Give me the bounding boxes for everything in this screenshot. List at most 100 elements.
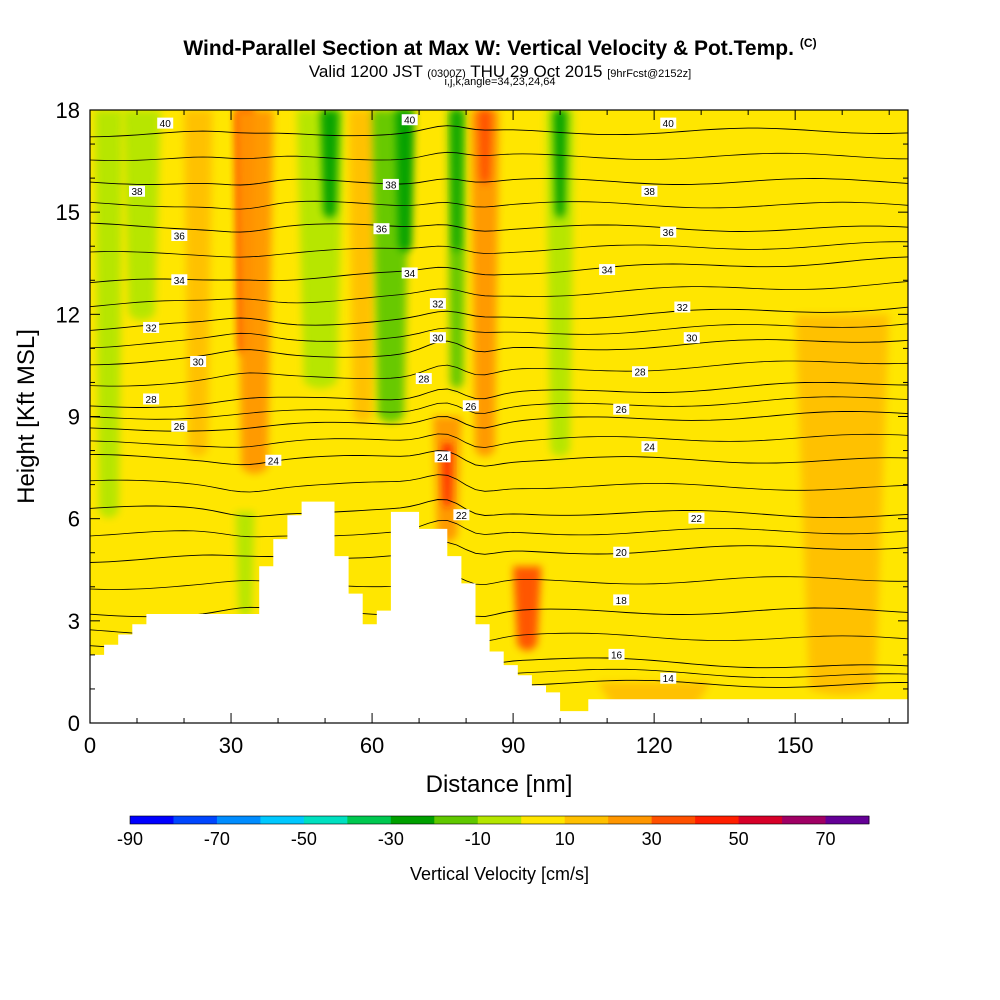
isentrope-40 xyxy=(90,125,908,138)
isentrope-label-bg xyxy=(129,185,146,197)
colorbar-label: Vertical Velocity [cm/s] xyxy=(410,864,589,884)
isentrope-label-bg xyxy=(429,298,446,310)
isentrope-label-2: 40 xyxy=(660,117,677,130)
isentrope-label-text: 30 xyxy=(193,358,205,369)
isentrope-22 xyxy=(90,499,908,519)
chart-title: Wind-Parallel Section at Max W: Vertical… xyxy=(0,36,1000,61)
valid-date: THU 29 Oct 2015 xyxy=(470,62,603,81)
isentrope-label-31: 16 xyxy=(608,648,625,661)
y-tick-label: 0 xyxy=(68,711,80,736)
y-tick-label: 9 xyxy=(68,405,80,430)
isentrope-28 xyxy=(90,381,908,408)
y-tick-label: 6 xyxy=(68,507,80,532)
isentrope-34 xyxy=(90,256,908,284)
isentrope-label-text: 36 xyxy=(376,225,388,236)
isentrope-label-text: 30 xyxy=(686,334,698,345)
isentrope-label-bg xyxy=(434,451,451,463)
isentrope-minor-8 xyxy=(90,323,908,349)
valid-time: Valid 1200 JST xyxy=(308,62,423,81)
isentrope-label-text: 28 xyxy=(146,395,158,406)
isentrope-label-bg xyxy=(373,223,390,235)
isentrope-label-10: 34 xyxy=(401,267,418,280)
isentrope-label-text: 28 xyxy=(418,375,430,386)
isentrope-label-0: 40 xyxy=(157,117,174,130)
isentrope-label-29: 20 xyxy=(613,546,630,559)
isentrope-label-bg xyxy=(171,420,188,432)
colorbar-tick-label: -50 xyxy=(291,829,317,849)
isentrope-24 xyxy=(90,450,908,467)
terrain-mask xyxy=(90,501,908,723)
colorbar-bin xyxy=(434,816,479,824)
colorbar-bin xyxy=(695,816,740,824)
isentrope-label-text: 40 xyxy=(160,119,172,130)
x-tick-label: 30 xyxy=(219,733,243,758)
isentrope-label-3: 38 xyxy=(129,185,146,198)
isentrope-label-24: 24 xyxy=(265,454,282,467)
isentrope-label-9: 34 xyxy=(171,274,188,287)
colorbar-bin xyxy=(347,816,392,824)
colorbar-bin xyxy=(564,816,609,824)
velocity-cell-1 xyxy=(122,110,161,321)
isentrope-label-28: 22 xyxy=(688,512,705,525)
isentrope-label-13: 32 xyxy=(429,298,446,311)
x-tick-label: 90 xyxy=(501,733,525,758)
isentrope-label-bg xyxy=(660,672,677,684)
isentrope-18 xyxy=(90,605,908,618)
colorbar-bin xyxy=(521,816,566,824)
isentrope-20 xyxy=(90,541,908,563)
isentrope-label-text: 38 xyxy=(385,180,397,191)
isentrope-label-22: 26 xyxy=(462,400,479,413)
colorbar-bin xyxy=(608,816,653,824)
vertical-velocity-field xyxy=(94,110,890,716)
isentrope-label-text: 30 xyxy=(432,334,444,345)
isentrope-label-bg xyxy=(190,356,207,368)
colorbar-bin xyxy=(390,816,435,824)
isentrope-label-bg xyxy=(613,403,630,415)
isentrope-label-4: 38 xyxy=(382,178,399,191)
isentrope-minor-12 xyxy=(90,151,908,162)
grid-indices: i,j,k,angle=34,23,24,64 xyxy=(444,76,556,88)
isentrope-label-bg xyxy=(599,264,616,276)
isentrope-label-bg xyxy=(415,373,432,385)
terrain-profile xyxy=(90,501,908,723)
isentrope-label-25: 24 xyxy=(434,451,451,464)
isentrope-label-5: 38 xyxy=(641,185,658,198)
isentrope-label-text: 34 xyxy=(174,276,186,287)
x-tick-label: 150 xyxy=(777,733,814,758)
isentrope-minor-5 xyxy=(90,433,908,448)
velocity-cell-4 xyxy=(235,110,274,474)
colorbar-bin xyxy=(260,816,305,824)
colorbar-tick-label: 50 xyxy=(729,829,749,849)
isentrope-label-bg xyxy=(401,267,418,279)
chart-title-text: Wind-Parallel Section at Max W: Vertical… xyxy=(183,37,794,60)
velocity-cell-18 xyxy=(546,110,575,457)
isentrope-label-bg xyxy=(453,509,470,521)
isentrope-label-bg xyxy=(641,441,658,453)
velocity-cell-8 xyxy=(348,110,377,423)
isentrope-label-bg xyxy=(382,178,399,190)
isentrope-label-bg xyxy=(171,274,188,286)
y-tick-label: 12 xyxy=(56,302,80,327)
isentrope-label-bg xyxy=(660,117,677,129)
valid-utc: (0300Z) xyxy=(427,68,466,80)
isentrope-label-bg xyxy=(265,454,282,466)
isentrope-label-8: 36 xyxy=(660,226,677,239)
isentrope-label-bg xyxy=(401,114,418,126)
colorbar-tick-label: 30 xyxy=(642,829,662,849)
isentrope-label-19: 28 xyxy=(415,373,432,386)
isentrope-label-bg xyxy=(143,321,160,333)
colorbar-tick-label: -10 xyxy=(465,829,491,849)
isentrope-label-text: 32 xyxy=(146,323,158,334)
isentrope-label-bg xyxy=(462,400,479,412)
isentrope-label-23: 26 xyxy=(613,403,630,416)
x-tick-label: 120 xyxy=(636,733,673,758)
isentrope-label-bg xyxy=(608,648,625,660)
isentrope-minor-7 xyxy=(90,360,908,387)
velocity-cell-17 xyxy=(513,566,542,651)
velocity-cell-5 xyxy=(235,511,255,617)
isentrope-label-text: 40 xyxy=(404,116,416,127)
isentrope-label-text: 24 xyxy=(644,443,656,454)
x-tick-label: 60 xyxy=(360,733,384,758)
isentrope-label-bg xyxy=(143,393,160,405)
